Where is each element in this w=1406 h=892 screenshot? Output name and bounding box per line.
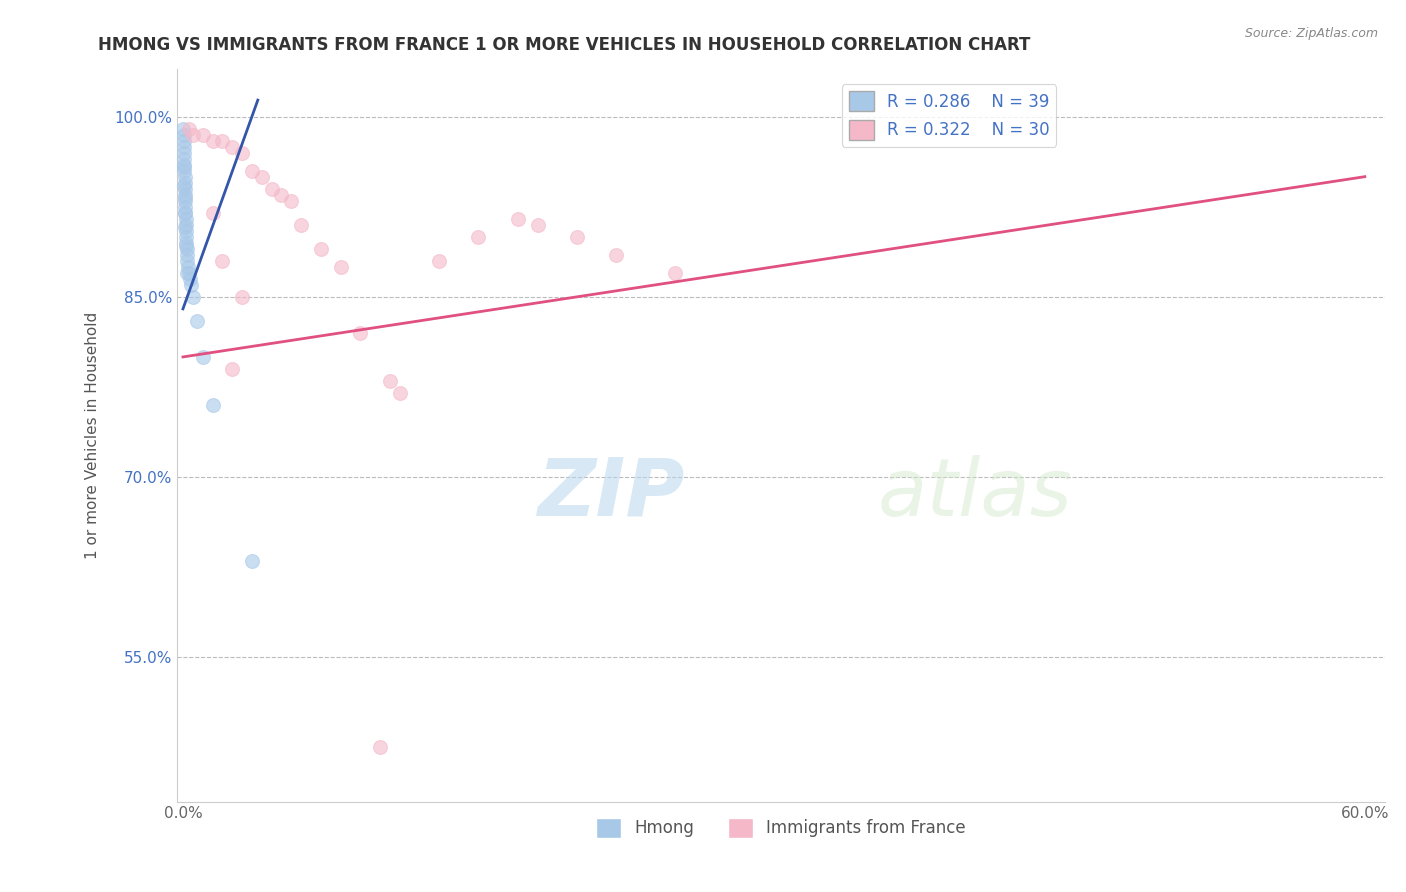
Point <box>173 191 195 205</box>
Point <box>467 229 489 244</box>
Point <box>240 163 263 178</box>
Point <box>173 160 195 174</box>
Legend: Hmong, Immigrants from France: Hmong, Immigrants from France <box>589 811 972 845</box>
Text: Source: ZipAtlas.com: Source: ZipAtlas.com <box>1244 27 1378 40</box>
Point <box>176 266 198 280</box>
Point <box>173 128 195 142</box>
Point <box>174 220 197 235</box>
Point <box>174 205 197 219</box>
Point <box>186 314 208 328</box>
Point <box>250 169 273 184</box>
Point <box>231 290 253 304</box>
Point <box>173 182 195 196</box>
Point <box>174 200 197 214</box>
Point <box>201 398 224 412</box>
Point <box>176 253 198 268</box>
Point <box>177 260 200 274</box>
Text: ZIP: ZIP <box>537 455 685 533</box>
Point <box>174 229 197 244</box>
Point <box>309 242 332 256</box>
Point <box>181 290 204 304</box>
Point <box>427 253 450 268</box>
Point <box>173 176 195 190</box>
Point <box>173 145 195 160</box>
Point <box>176 242 198 256</box>
Point <box>506 211 529 226</box>
Point <box>179 272 201 286</box>
Point <box>349 326 371 340</box>
Point <box>172 121 194 136</box>
Point <box>526 218 548 232</box>
Point <box>280 194 302 208</box>
Point <box>388 386 411 401</box>
Point <box>290 218 312 232</box>
Point <box>368 740 391 755</box>
Text: atlas: atlas <box>877 455 1073 533</box>
Point <box>201 134 224 148</box>
Point <box>173 152 195 166</box>
Point <box>174 235 197 250</box>
Point <box>174 194 197 208</box>
Point <box>173 134 195 148</box>
Point <box>240 554 263 568</box>
Point <box>221 139 243 153</box>
Point <box>174 224 197 238</box>
Point <box>174 218 197 232</box>
Point <box>191 350 214 364</box>
Point <box>173 163 195 178</box>
Point <box>173 179 195 194</box>
Point <box>181 128 204 142</box>
Point <box>174 239 197 253</box>
Y-axis label: 1 or more Vehicles in Household: 1 or more Vehicles in Household <box>86 311 100 558</box>
Point <box>211 134 233 148</box>
Point <box>174 211 197 226</box>
Point <box>174 187 197 202</box>
Point <box>201 205 224 219</box>
Point <box>173 139 195 153</box>
Point <box>664 266 686 280</box>
Point <box>378 374 401 388</box>
Point <box>211 253 233 268</box>
Point <box>174 205 197 219</box>
Point <box>173 169 195 184</box>
Point <box>191 128 214 142</box>
Point <box>329 260 352 274</box>
Point <box>221 362 243 376</box>
Point <box>177 266 200 280</box>
Point <box>565 229 588 244</box>
Point <box>270 187 292 202</box>
Point <box>605 248 627 262</box>
Point <box>176 248 198 262</box>
Point <box>177 121 200 136</box>
Text: HMONG VS IMMIGRANTS FROM FRANCE 1 OR MORE VEHICLES IN HOUSEHOLD CORRELATION CHAR: HMONG VS IMMIGRANTS FROM FRANCE 1 OR MOR… <box>98 36 1031 54</box>
Point <box>231 145 253 160</box>
Point <box>260 182 283 196</box>
Point <box>180 277 202 292</box>
Point <box>173 158 195 172</box>
